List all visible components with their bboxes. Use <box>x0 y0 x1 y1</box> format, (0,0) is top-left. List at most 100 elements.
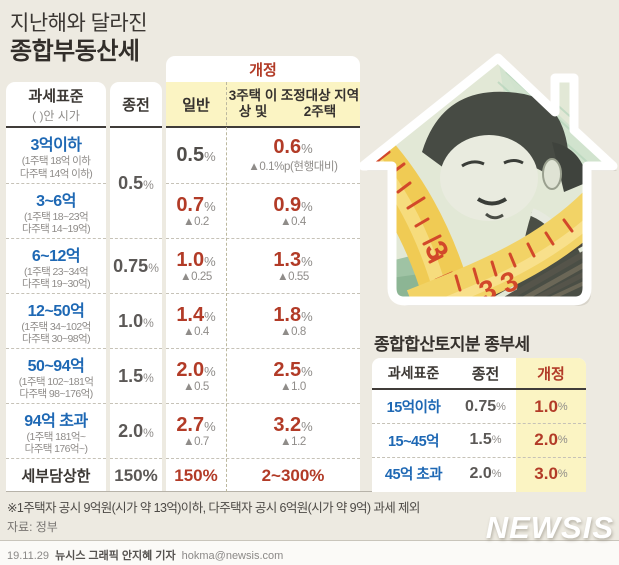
prev-rate-value: 1.0 <box>118 310 144 331</box>
general-rate-value: 2.7 <box>176 413 205 436</box>
footer-band <box>0 541 619 565</box>
percent-unit: % <box>143 425 154 440</box>
general-rate-value: 0.7 <box>176 193 205 216</box>
land-row-3: 45억 초과 2.0% 3.0% <box>372 456 586 490</box>
header-taxbase-label: 과세표준 <box>28 87 84 105</box>
newsis-watermark: NEWSIS <box>485 510 614 545</box>
cap-multi-value: 2~300% <box>261 465 325 485</box>
revised-group-label: 개정 <box>249 61 277 79</box>
land-header-revised: 개정 <box>537 365 565 383</box>
percent-unit: % <box>301 308 313 324</box>
bracket-label: 6~12억 <box>31 247 81 265</box>
main-table-header-previous: 종전 <box>110 82 162 128</box>
land-prev-value: 1.5 <box>469 431 492 449</box>
source-line: 자료: 정부 <box>7 520 58 534</box>
bracket-row-1: 3억이하 (1주택 18억 이하 다주택 14억 이하) <box>6 128 106 183</box>
bracket-label: 3~6억 <box>36 192 76 210</box>
general-rate-value: 2.0 <box>176 358 205 381</box>
title-line1: 지난해와 달라진 <box>10 12 148 35</box>
bracket-label: 94억 초과 <box>24 412 88 430</box>
multi-rate-value: 0.9 <box>273 193 302 216</box>
title-line2: 종합부동산세 <box>10 38 140 66</box>
bracket-note: 다주택 14~19억) <box>22 223 91 235</box>
percent-unit: % <box>143 370 154 385</box>
land-revised-value: 3.0 <box>534 463 558 483</box>
bracket-note: (1주택 181억~ <box>26 430 86 443</box>
bracket-note: (1주택 23~34억 <box>23 265 89 278</box>
bracket-note: (1주택 18억 이하 <box>21 155 91 168</box>
footnote: ※1주택자 공시 9억원(시가 약 13억)이하, 다주택자 공시 6억원(시가… <box>7 501 420 515</box>
header-multi-label: 3주택 이상 및 조정대상 지역 2주택 <box>226 82 360 126</box>
prev-rate-value: 1.5 <box>118 365 144 386</box>
bracket-note: 다주택 14억 이하) <box>19 167 93 180</box>
revised-row-4: 1.4% ▲0.4 1.8% ▲0.8 <box>166 293 360 348</box>
percent-unit: % <box>204 418 216 434</box>
multi-rate-value: 1.3 <box>273 248 302 271</box>
cap-row-label: 세부담상한 <box>6 458 106 492</box>
bracket-note: 다주택 98~176억) <box>19 388 93 400</box>
bracket-note: (1주택 34~102억 <box>21 320 91 333</box>
multi-rate-value: 1.8 <box>273 303 302 326</box>
prev-cell-6: 2.0% <box>110 403 162 458</box>
bracket-note: (1주택 18~23억 <box>23 210 89 223</box>
bracket-label: 50~94억 <box>27 357 85 375</box>
percent-unit: % <box>301 253 313 269</box>
land-table-title: 종합합산토지분 종부세 <box>374 335 530 354</box>
main-table-bracket-column: 과세표준 ( )안 시가 3억이하 (1주택 18억 이하 다주택 14억 이하… <box>6 82 106 492</box>
land-table-header: 과세표준 종전 개정 <box>372 358 586 390</box>
credit-text: 뉴시스 그래픽 안지혜 기자 <box>55 550 176 562</box>
revised-row-3: 1.0% ▲0.25 1.3% ▲0.55 <box>166 238 360 293</box>
bracket-note: 다주택 176억~) <box>24 443 88 455</box>
prev-merged-cell: 0.5% <box>110 128 162 238</box>
revised-row-5: 2.0% ▲0.5 2.5% ▲1.0 <box>166 348 360 403</box>
main-table-revised-group: 개정 일반 3주택 이상 및 조정대상 지역 2주택 0.5% 0.6% ▲0.… <box>166 56 360 492</box>
page-title: 지난해와 달라진 종합부동산세 <box>10 11 148 67</box>
multi-rate-value: 3.2 <box>273 413 302 436</box>
land-row-2: 15~45억 1.5% 2.0% <box>372 423 586 456</box>
cap-general-value: 150% <box>174 465 218 485</box>
date-text: 19.11.29 <box>7 550 50 562</box>
percent-unit: % <box>496 400 506 413</box>
revised-row-6: 2.7% ▲0.7 3.2% ▲1.2 <box>166 403 360 458</box>
land-revised-column-highlight <box>516 358 586 492</box>
bracket-note: (1주택 102~181억 <box>18 375 94 388</box>
percent-unit: % <box>301 198 313 214</box>
percent-unit: % <box>301 363 313 379</box>
multi-delta: ▲0.4 <box>280 215 306 228</box>
bracket-row-3: 6~12억 (1주택 23~34억 다주택 19~30억) <box>6 238 106 293</box>
percent-unit: % <box>557 400 568 413</box>
header-general-label: 일반 <box>182 96 210 114</box>
revised-row-1: 0.5% 0.6% ▲0.1%p(현행대비) <box>166 128 360 183</box>
percent-unit: % <box>148 260 159 275</box>
general-delta: ▲0.5 <box>183 380 209 393</box>
percent-unit: % <box>204 308 216 324</box>
percent-unit: % <box>204 198 216 214</box>
bracket-row-4: 12~50억 (1주택 34~102억 다주택 30~98억) <box>6 293 106 348</box>
land-bracket: 45억 초과 <box>384 467 443 484</box>
credit-email: hokma@newsis.com <box>181 550 284 562</box>
header-taxbase-sub: ( )안 시가 <box>32 108 80 123</box>
revised-header-band: 일반 3주택 이상 및 조정대상 지역 2주택 <box>166 82 360 128</box>
land-header-taxbase: 과세표준 <box>387 365 440 381</box>
land-row-1: 15억이하 0.75% 1.0% <box>372 390 586 423</box>
bracket-label: 12~50억 <box>27 302 85 320</box>
header-multi-line1: 3주택 이상 및 <box>228 88 278 119</box>
header-multi-line2: 조정대상 지역 2주택 <box>280 88 360 119</box>
house-banknote-tape-illustration: 3 3 3 3 <box>356 52 619 310</box>
general-rate-value: 1.4 <box>176 303 205 326</box>
prev-cell-3: 0.75% <box>110 238 162 293</box>
prev-cell-5: 1.5% <box>110 348 162 403</box>
multi-delta: ▲0.55 <box>277 270 309 283</box>
cap-prev-cell: 150% <box>110 458 162 492</box>
land-bracket: 15억이하 <box>386 400 441 417</box>
percent-unit: % <box>301 141 313 156</box>
multi-delta: ▲1.0 <box>280 380 306 393</box>
bracket-label: 3억이하 <box>30 137 82 155</box>
prev-rate-value: 0.75 <box>113 255 149 276</box>
revised-row-2: 0.7% ▲0.2 0.9% ▲0.4 <box>166 183 360 238</box>
multi-rate-value: 0.6 <box>273 136 302 158</box>
percent-unit: % <box>143 315 154 330</box>
general-delta: ▲0.7 <box>183 435 209 448</box>
multi-delta: ▲1.2 <box>280 435 306 448</box>
